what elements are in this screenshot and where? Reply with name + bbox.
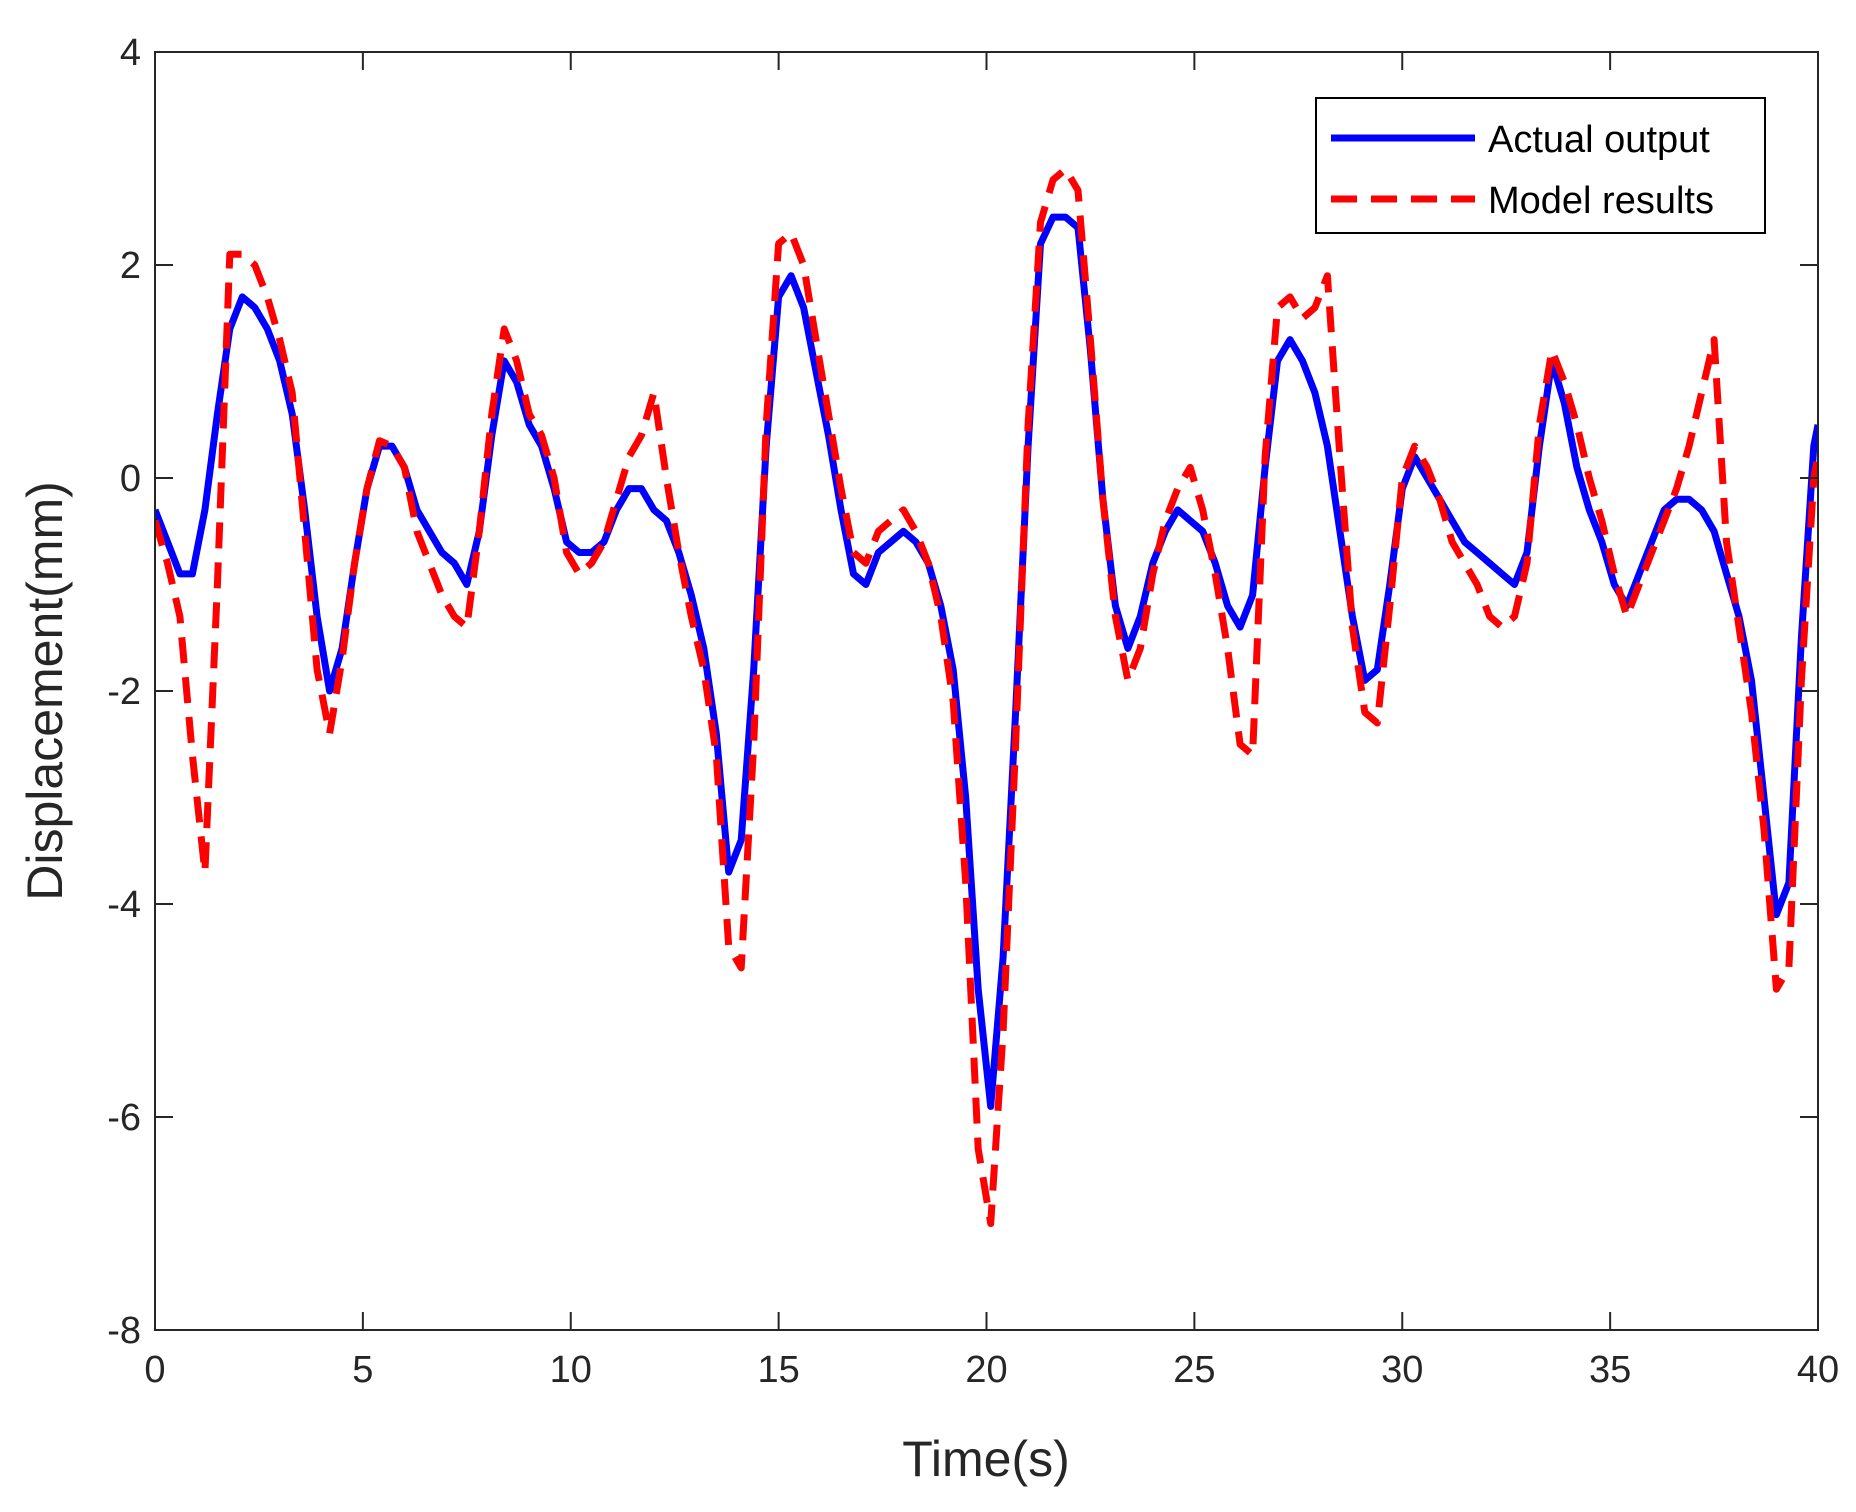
legend-label-actual-output: Actual output [1488,119,1710,161]
y-tick-label: -8 [107,1310,141,1352]
y-tick-label: 0 [120,458,141,500]
x-tick-label: 30 [1381,1349,1423,1391]
plot-area [155,52,1818,1330]
y-tick-label: 4 [120,32,141,74]
x-tick-label: 20 [965,1349,1007,1391]
legend: Actual output Model results [1315,97,1766,234]
x-tick-label: 35 [1589,1349,1631,1391]
series-line-actual-output [155,213,1818,1110]
y-tick-label: -6 [107,1097,141,1139]
legend-label-model-results: Model results [1488,180,1714,222]
x-axis-label: Time(s) [902,1431,1070,1487]
x-tick-label: 0 [144,1349,165,1391]
y-tick-label: 2 [120,245,141,287]
x-tick-label: 40 [1797,1349,1839,1391]
series-line-model-results [155,165,1818,1227]
x-tick-label: 25 [1173,1349,1215,1391]
ticks-layer: 0 5 10 15 20 25 30 35 40 -8 -6 -4 -2 0 2 4 [107,32,1839,1391]
y-axis-label: Displacement(mm) [17,481,73,901]
x-tick-label: 15 [757,1349,799,1391]
x-tick-label: 10 [550,1349,592,1391]
legend-box [1315,97,1766,234]
series-layer [155,165,1818,1227]
y-tick-label: -4 [107,884,141,926]
y-tick-label: -2 [107,671,141,713]
x-tick-label: 5 [352,1349,373,1391]
